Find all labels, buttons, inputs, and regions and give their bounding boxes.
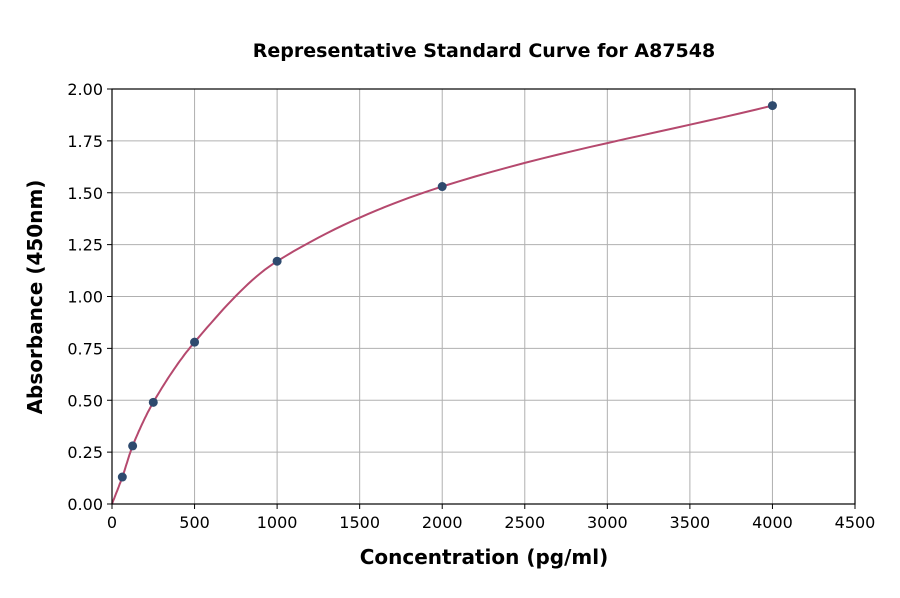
x-tick-label: 0 [107, 513, 117, 532]
grid [111, 88, 856, 505]
y-tick-label: 0.50 [67, 391, 103, 410]
x-tick-label: 1000 [257, 513, 298, 532]
y-tick-label: 1.25 [67, 236, 103, 255]
x-tick-label: 2000 [422, 513, 463, 532]
x-tick-label: 3000 [587, 513, 628, 532]
x-tick-label: 1500 [339, 513, 380, 532]
y-tick-label: 0.00 [67, 495, 103, 514]
y-tick-label: 1.00 [67, 288, 103, 307]
data-point [767, 101, 777, 111]
chart-title: Representative Standard Curve for A87548 [253, 40, 715, 62]
x-tick-label: 3500 [670, 513, 711, 532]
fit-curve [111, 104, 773, 505]
y-tick-label: 2.00 [67, 80, 103, 99]
x-tick-label: 500 [179, 513, 210, 532]
data-point [272, 256, 282, 266]
data-point [117, 472, 127, 482]
data-point [437, 182, 447, 192]
y-tick-label: 0.75 [67, 339, 103, 358]
data-point [128, 441, 138, 451]
y-tick-label: 1.75 [67, 132, 103, 151]
y-axis-label: Absorbance (450nm) [23, 180, 47, 415]
x-axis-label: Concentration (pg/ml) [360, 545, 609, 569]
x-tick-label: 4500 [835, 513, 876, 532]
data-point [148, 397, 158, 407]
y-tick-label: 1.50 [67, 184, 103, 203]
data-point [190, 337, 200, 347]
x-tick-label: 4000 [752, 513, 793, 532]
data-points [117, 101, 777, 482]
ticks: 0 500 1000 1500 2000 2500 3000 3500 4000 4500 0.00… [67, 80, 875, 532]
x-tick-label: 2500 [504, 513, 545, 532]
plot-frame [111, 88, 856, 505]
y-tick-label: 0.25 [67, 443, 103, 462]
